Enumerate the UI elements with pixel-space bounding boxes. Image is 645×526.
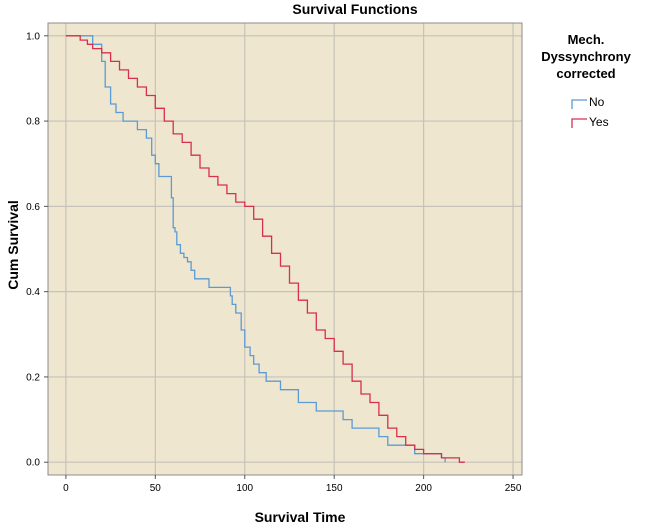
legend-title-line-2: Dyssynchrony: [541, 49, 631, 64]
legend: Mech. Dyssynchrony corrected No Yes: [541, 32, 631, 129]
legend-title-line-1: Mech.: [568, 32, 605, 47]
x-tick-label-1: 50: [150, 483, 162, 494]
legend-label-no: No: [589, 95, 605, 109]
y-tick-label-2: 0.4: [26, 287, 40, 298]
chart-title: Survival Functions: [292, 1, 417, 17]
y-tick-label-4: 0.8: [26, 117, 40, 128]
x-tick-label-0: 0: [63, 483, 69, 494]
axis-ticks: 0 50 100 150 200 250 0.0 0.2 0.4 0.6 0.8 1.0: [26, 31, 522, 494]
y-tick-label-0: 0.0: [26, 458, 40, 469]
y-axis-label: Cum Survival: [5, 200, 21, 289]
x-tick-label-2: 100: [236, 483, 253, 494]
legend-swatch-yes: [571, 118, 587, 128]
x-tick-label-5: 250: [505, 483, 522, 494]
y-tick-label-1: 0.2: [26, 372, 40, 383]
y-tick-label-5: 1.0: [26, 31, 40, 42]
x-tick-label-3: 150: [326, 483, 343, 494]
x-tick-label-4: 200: [415, 483, 432, 494]
plot-area: [48, 23, 522, 475]
legend-swatch-no: [571, 99, 587, 109]
y-tick-label-3: 0.6: [26, 202, 40, 213]
x-axis-label: Survival Time: [255, 509, 346, 525]
legend-title-line-3: corrected: [556, 66, 615, 81]
legend-label-yes: Yes: [589, 115, 609, 129]
series-layer: [65, 35, 465, 463]
series-line-yes: [65, 35, 465, 463]
series-line-no: [65, 35, 446, 463]
plot-frame: [47, 22, 523, 476]
